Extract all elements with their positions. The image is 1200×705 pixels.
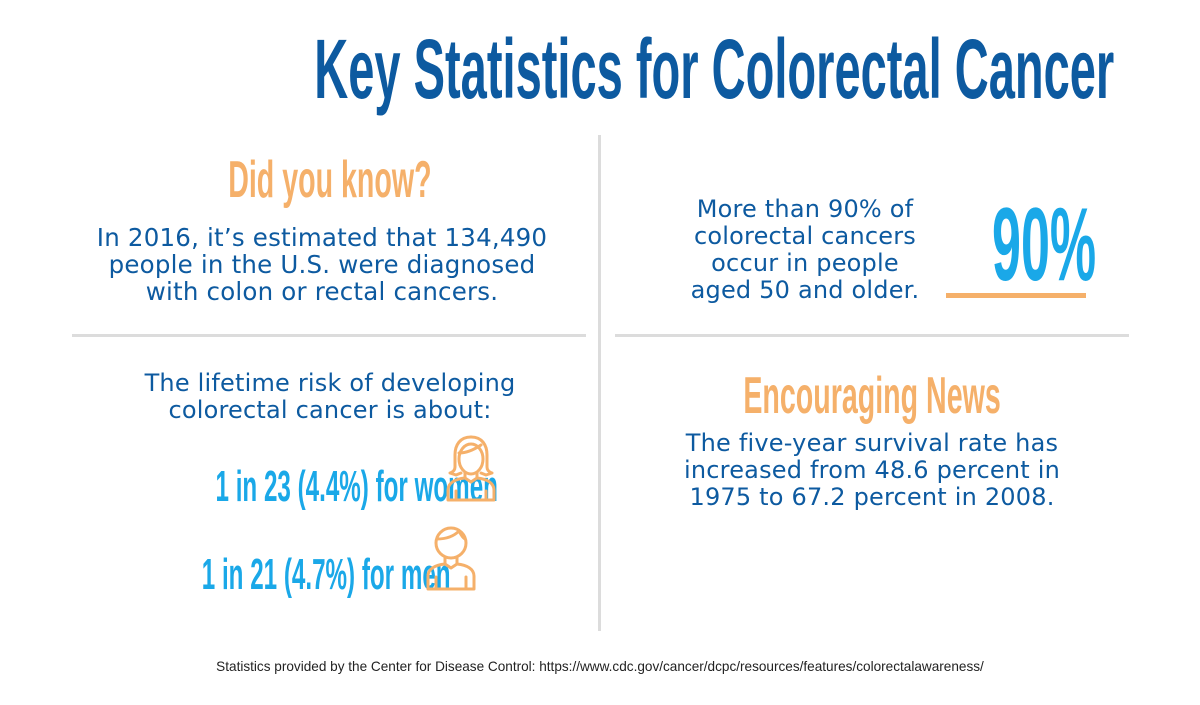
text-line: with colon or rectal cancers. (145, 277, 499, 306)
text-line: occur in people (711, 249, 899, 277)
risk-men-container: 1 in 21 (4.7%) for men (100, 550, 462, 600)
encouraging-news-text: The five-year survival rate has increase… (612, 430, 1132, 511)
ninety-percent-figure: 90% (992, 187, 1097, 303)
text-line: colorectal cancers (694, 222, 916, 250)
did-you-know-heading-container: Did you know? (70, 152, 590, 208)
encouraging-news-heading-container: Encouraging News (612, 368, 1132, 424)
text-line: 1975 to 67.2 percent in 2008. (689, 483, 1055, 511)
vertical-divider (598, 135, 601, 631)
text-line: colorectal cancer is about: (168, 396, 492, 424)
text-line: In 2016, it’s estimated that 134,490 (96, 223, 548, 252)
risk-women-stat: 1 in 23 (4.4%) for women (215, 462, 498, 511)
text-line: aged 50 and older. (690, 276, 920, 304)
did-you-know-heading: Did you know? (228, 151, 432, 209)
figure-underline (946, 293, 1086, 298)
text-line: The lifetime risk of developing (144, 369, 516, 397)
ninety-percent-text: More than 90% of colorectal cancers occu… (660, 196, 950, 304)
lifetime-risk-text: The lifetime risk of developing colorect… (70, 370, 590, 424)
horizontal-divider-right (615, 334, 1129, 337)
horizontal-divider-left (72, 334, 586, 337)
title-container: Key Statistics for Colorectal Cancer (0, 22, 1200, 117)
risk-men-stat: 1 in 21 (4.7%) for men (201, 550, 451, 599)
man-icon (426, 526, 476, 591)
text-line: people in the U.S. were diagnosed (108, 250, 536, 279)
page-title: Key Statistics for Colorectal Cancer (314, 22, 1115, 116)
woman-icon (446, 435, 496, 502)
ninety-percent-figure-container: 90% (940, 187, 1097, 303)
encouraging-news-heading: Encouraging News (743, 367, 1001, 425)
text-line: increased from 48.6 percent in (684, 456, 1060, 484)
text-line: More than 90% of (696, 195, 914, 223)
source-footer: Statistics provided by the Center for Di… (216, 658, 984, 674)
risk-women-container: 1 in 23 (4.4%) for women (100, 462, 498, 512)
text-line: The five-year survival rate has (685, 429, 1059, 457)
did-you-know-text: In 2016, it’s estimated that 134,490 peo… (62, 224, 582, 305)
